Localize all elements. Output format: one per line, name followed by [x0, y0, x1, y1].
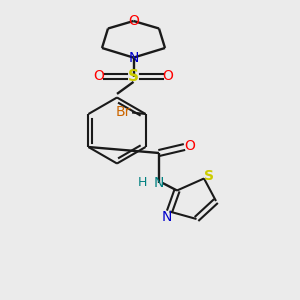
Text: S: S [204, 169, 214, 182]
Text: Br: Br [116, 106, 131, 119]
Text: O: O [94, 70, 104, 83]
Text: N: N [161, 210, 172, 224]
Text: O: O [163, 70, 173, 83]
Text: O: O [128, 14, 139, 28]
Text: H: H [138, 176, 147, 190]
Text: N: N [128, 51, 139, 64]
Text: S: S [128, 69, 139, 84]
Text: N: N [154, 176, 164, 190]
Text: O: O [184, 139, 195, 153]
